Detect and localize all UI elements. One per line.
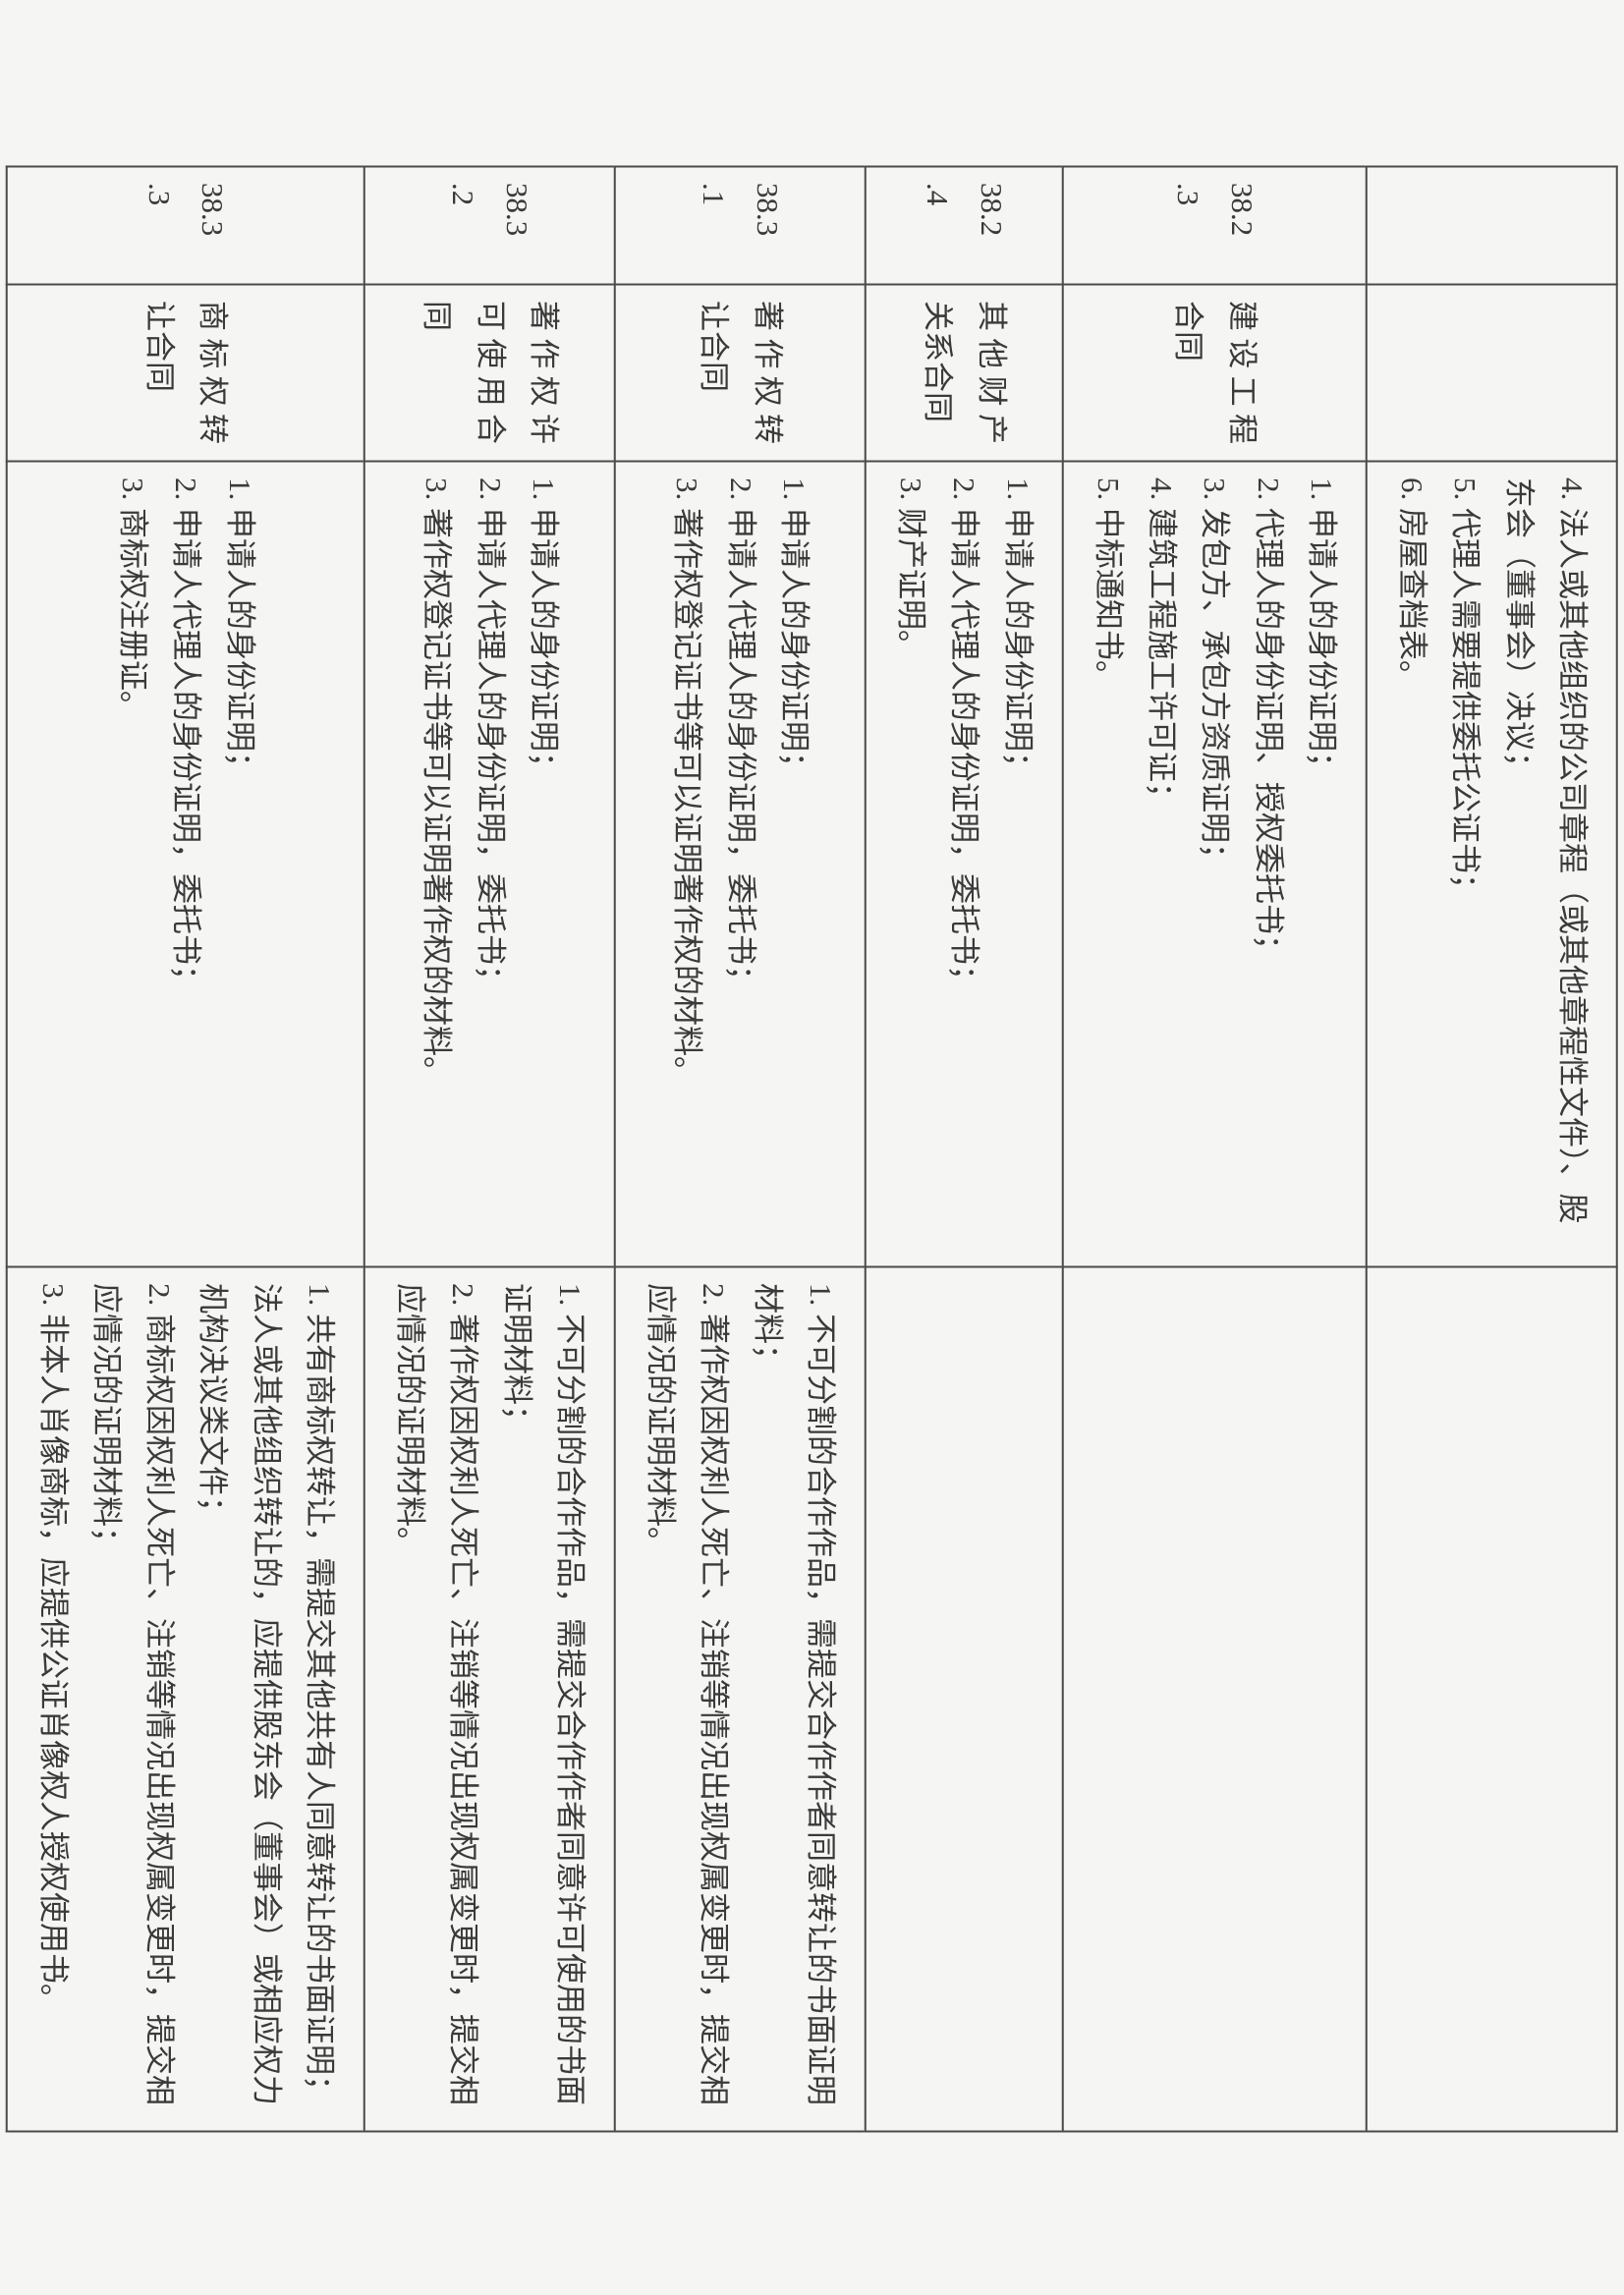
cell-name: 著作权许可使用合同 xyxy=(364,284,615,461)
cell-number: 38.3 .1 xyxy=(615,166,866,284)
cell-requirements: 4. 法人或其他组织的公司章程（或其他章程性文件）、股东会（董事会）决议； 5.… xyxy=(1367,461,1617,1266)
cell-extra: 1. 不可分割的合作作品，需提交合作作者同意许可使用的书面证明材料； 2. 著作… xyxy=(364,1266,615,2131)
cell-name: 著作权转让合同 xyxy=(615,284,866,461)
table-row: 4. 法人或其他组织的公司章程（或其他章程性文件）、股东会（董事会）决议； 5.… xyxy=(1367,166,1617,2131)
cell-extra xyxy=(1367,1266,1617,2131)
cell-requirements: 1. 申请人的身份证明； 2. 申请人代理人的身份证明，委托书； 3. 著作权登… xyxy=(364,461,615,1266)
cell-number: 38.3 .2 xyxy=(364,166,615,284)
cell-extra xyxy=(866,1266,1063,2131)
cell-number: 38.3 .3 xyxy=(7,166,364,284)
cell-extra xyxy=(1063,1266,1367,2131)
table-row: 38.2 .3建设工程合同1. 申请人的身份证明； 2. 代理人的身份证明、授权… xyxy=(1063,166,1367,2131)
cell-requirements: 1. 申请人的身份证明； 2. 申请人代理人的身份证明，委托书； 3. 著作权登… xyxy=(615,461,866,1266)
cell-requirements: 1. 申请人的身份证明； 2. 代理人的身份证明、授权委托书； 3. 发包方、承… xyxy=(1063,461,1367,1266)
table-row: 38.3 .3商标权转让合同1. 申请人的身份证明； 2. 申请人代理人的身份证… xyxy=(7,166,364,2131)
table-row: 38.3 .1著作权转让合同1. 申请人的身份证明； 2. 申请人代理人的身份证… xyxy=(615,166,866,2131)
cell-name: 其他财产关系合同 xyxy=(866,284,1063,461)
cell-name: 商标权转让合同 xyxy=(7,284,364,461)
document-table: 4. 法人或其他组织的公司章程（或其他章程性文件）、股东会（董事会）决议； 5.… xyxy=(6,165,1618,2132)
cell-extra: 1. 不可分割的合作作品，需提交合作作者同意转让的书面证明材料； 2. 著作权因… xyxy=(615,1266,866,2131)
cell-number xyxy=(1367,166,1617,284)
cell-number: 38.2 .3 xyxy=(1063,166,1367,284)
table-row: 38.2 .4其他财产关系合同1. 申请人的身份证明； 2. 申请人代理人的身份… xyxy=(866,166,1063,2131)
cell-requirements: 1. 申请人的身份证明； 2. 申请人代理人的身份证明，委托书； 3. 财产证明… xyxy=(866,461,1063,1266)
cell-requirements: 1. 申请人的身份证明； 2. 申请人代理人的身份证明，委托书； 3. 商标权注… xyxy=(7,461,364,1266)
cell-extra: 1. 共有商标权转让，需提交其他共有人同意转让的书面证明；法人或其他组织转让的，… xyxy=(7,1266,364,2131)
table-row: 38.3 .2著作权许可使用合同1. 申请人的身份证明； 2. 申请人代理人的身… xyxy=(364,166,615,2131)
cell-name: 建设工程合同 xyxy=(1063,284,1367,461)
cell-number: 38.2 .4 xyxy=(866,166,1063,284)
cell-name xyxy=(1367,284,1617,461)
